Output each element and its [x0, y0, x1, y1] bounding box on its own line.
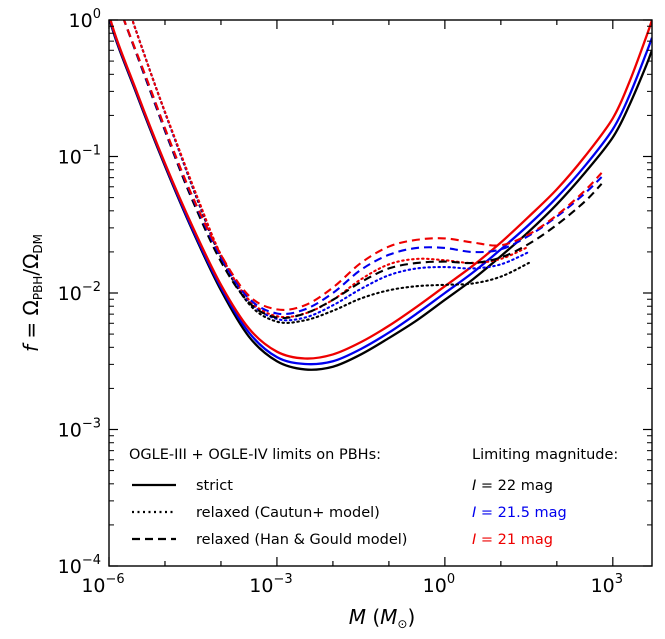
- legend-title-right: Limiting magnitude:: [472, 447, 618, 463]
- plot-frame: [108, 19, 653, 567]
- legend: OGLE-III + OGLE-IV limits on PBHs: Limit…: [129, 447, 618, 548]
- legend-mag-21-5: I = 21.5 mag: [472, 505, 567, 521]
- legend-title-left: OGLE-III + OGLE-IV limits on PBHs:: [129, 447, 381, 463]
- x-tick-label: 10−6: [81, 572, 124, 597]
- series-line-5: [131, 20, 530, 319]
- y-tick-label: 100: [69, 7, 101, 32]
- series-layer: [109, 20, 652, 371]
- x-tick-label: 10−3: [249, 572, 292, 597]
- series-line-8: [122, 20, 603, 311]
- series-line-7: [122, 20, 603, 316]
- legend-mag-21: I = 21 mag: [472, 532, 553, 548]
- legend-mag-22: I = 22 mag: [472, 478, 553, 494]
- y-tick-label: 10−3: [58, 417, 101, 442]
- y-tick-label: 10−1: [58, 144, 101, 169]
- y-tick-label: 10−2: [58, 280, 101, 305]
- legend-entry-han-gould: relaxed (Han & Gould model): [196, 532, 407, 548]
- y-tick-label: 10−4: [58, 553, 101, 578]
- x-tick-label: 103: [591, 572, 623, 597]
- series-line-1: [109, 20, 652, 366]
- series-line-2: [109, 20, 652, 360]
- series-line-6: [122, 20, 603, 320]
- legend-entry-strict: strict: [196, 478, 233, 494]
- x-axis-label: M (M⊙): [349, 605, 416, 631]
- legend-entry-cautun: relaxed (Cautun+ model): [196, 505, 380, 521]
- series-line-3: [131, 20, 530, 324]
- y-axis-label: f = ΩPBH/ΩDM: [19, 234, 45, 352]
- x-tick-label: 100: [423, 572, 455, 597]
